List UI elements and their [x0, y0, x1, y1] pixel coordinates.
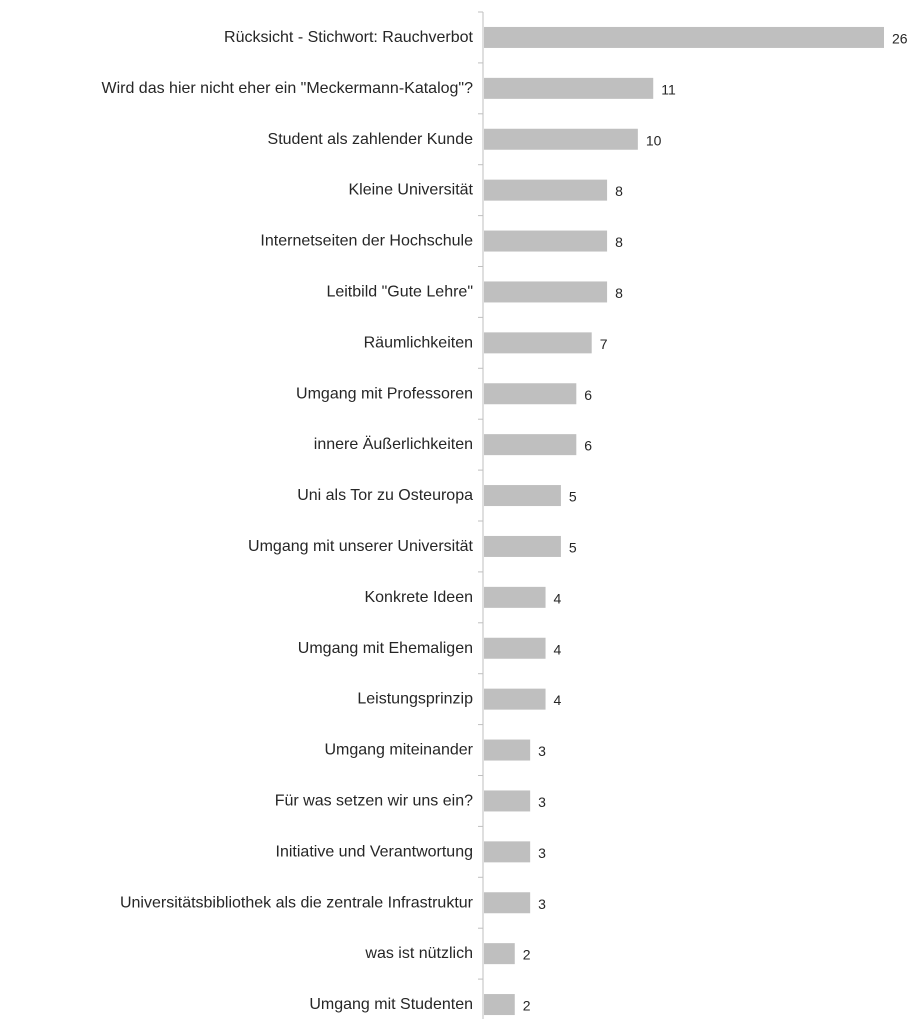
bar: [484, 128, 638, 150]
data-label: 7: [600, 336, 608, 352]
data-label: 8: [615, 183, 623, 199]
data-label: 2: [523, 947, 531, 963]
category-label: Umgang mit Studenten: [309, 996, 473, 1013]
data-label: 11: [661, 81, 676, 97]
category-label: Rücksicht - Stichwort: Rauchverbot: [224, 29, 474, 46]
bar: [484, 230, 608, 252]
data-label: 26: [892, 30, 908, 46]
category-label: Umgang mit unserer Universität: [248, 538, 474, 555]
data-label: 3: [538, 845, 546, 861]
bar: [484, 943, 515, 965]
data-label: 3: [538, 794, 546, 810]
bar: [484, 383, 577, 405]
bar: [484, 26, 884, 48]
category-label: Für was setzen wir uns ein?: [275, 792, 473, 809]
category-label: Umgang mit Professoren: [296, 385, 473, 402]
bar: [484, 77, 654, 99]
data-label: 8: [615, 285, 623, 301]
category-label: Universitätsbibliothek als die zentrale …: [120, 894, 474, 911]
category-label: Leitbild "Gute Lehre": [326, 283, 473, 300]
bar: [484, 434, 577, 456]
bar: [484, 739, 531, 761]
bar: [484, 994, 515, 1016]
data-label: 5: [569, 539, 577, 555]
category-label: Konkrete Ideen: [364, 589, 473, 606]
bar: [484, 332, 592, 354]
category-label: Kleine Universität: [349, 182, 474, 199]
data-label: 4: [554, 641, 562, 657]
data-label: 3: [538, 896, 546, 912]
category-label: Räumlichkeiten: [364, 334, 473, 351]
axis-layer: [478, 11, 484, 1019]
category-label: Umgang mit Ehemaligen: [298, 640, 473, 657]
category-label: Internetseiten der Hochschule: [260, 233, 473, 250]
category-label: innere Äußerlichkeiten: [314, 435, 473, 453]
data-label: 3: [538, 743, 546, 759]
category-label: was ist nützlich: [364, 945, 473, 962]
bar: [484, 688, 546, 710]
bar: [484, 892, 531, 914]
bar: [484, 790, 531, 812]
category-label: Uni als Tor zu Osteuropa: [297, 487, 473, 504]
data-label: 10: [646, 132, 662, 148]
bar: [484, 535, 561, 557]
data-label: 4: [554, 590, 562, 606]
data-label: 5: [569, 489, 577, 505]
category-label: Umgang miteinander: [324, 742, 473, 759]
category-label: Student als zahlender Kunde: [268, 131, 474, 148]
bar: [484, 281, 608, 303]
bar: [484, 841, 531, 863]
bar: [484, 637, 546, 659]
category-label: Wird das hier nicht eher ein "Meckermann…: [101, 80, 473, 97]
bar: [484, 586, 546, 608]
bar: [484, 179, 608, 201]
bar-layer: [484, 26, 884, 1016]
category-label: Leistungsprinzip: [357, 691, 473, 708]
data-label: 8: [615, 234, 623, 250]
data-label: 6: [584, 387, 592, 403]
label-layer: Rücksicht - Stichwort: Rauchverbot 26Wird…: [101, 29, 907, 1014]
data-label: 4: [554, 692, 562, 708]
category-label: Initiative und Verantwortung: [276, 843, 473, 860]
bar: [484, 485, 561, 507]
data-label: 2: [523, 998, 531, 1014]
data-label: 6: [584, 438, 592, 454]
